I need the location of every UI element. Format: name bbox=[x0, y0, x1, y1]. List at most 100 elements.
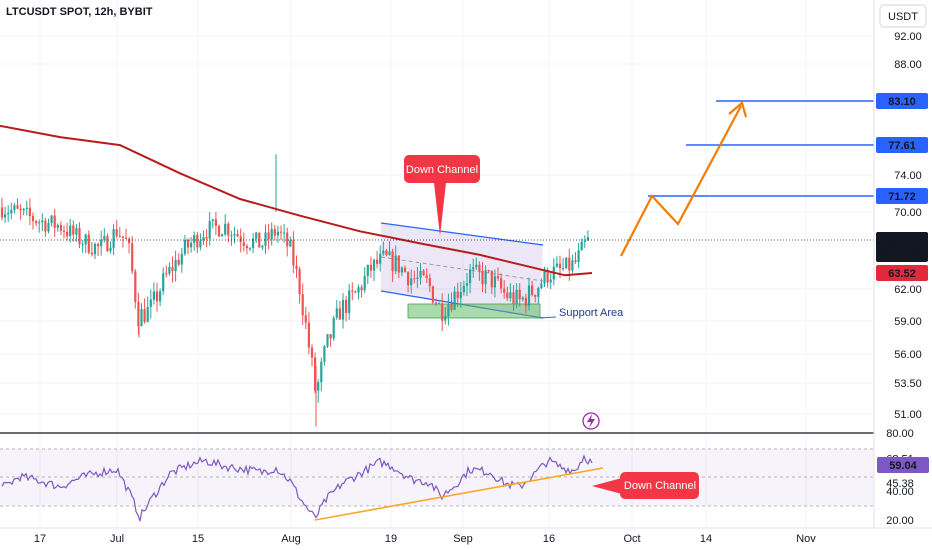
price-label-box bbox=[876, 188, 928, 204]
currency-button-label: USDT bbox=[888, 11, 918, 23]
candle bbox=[301, 283, 304, 325]
candle bbox=[512, 285, 515, 311]
rsi-callout-box bbox=[620, 472, 699, 499]
price-tick-label: 74.00 bbox=[894, 170, 922, 182]
candle bbox=[413, 270, 416, 284]
candle bbox=[97, 242, 100, 257]
candle bbox=[59, 221, 62, 236]
candle bbox=[196, 232, 199, 254]
candle bbox=[521, 295, 524, 302]
candle bbox=[106, 233, 109, 252]
candle bbox=[100, 230, 103, 256]
candle bbox=[236, 229, 239, 238]
candle bbox=[450, 292, 453, 313]
lightning-icon[interactable] bbox=[582, 412, 600, 430]
candle bbox=[434, 298, 438, 306]
candle bbox=[162, 267, 165, 296]
candle bbox=[0, 197, 4, 221]
candle bbox=[276, 226, 279, 243]
time-tick-label: 15 bbox=[192, 533, 204, 545]
candle bbox=[44, 217, 47, 237]
candle bbox=[35, 219, 38, 227]
candle bbox=[137, 292, 140, 335]
candle bbox=[586, 230, 589, 242]
candle bbox=[248, 247, 252, 251]
candle bbox=[577, 243, 580, 269]
rsi-down-channel-callout[interactable]: Down Channel bbox=[592, 472, 699, 499]
price-label-box bbox=[876, 137, 928, 153]
candle bbox=[338, 301, 341, 320]
candle bbox=[171, 256, 174, 283]
countdown-label: 02:51:26 bbox=[881, 249, 924, 261]
candle bbox=[283, 224, 286, 243]
price-tick-label: 92.00 bbox=[894, 31, 922, 43]
rsi-tick-label: 80.00 bbox=[886, 428, 914, 440]
candle bbox=[227, 221, 230, 243]
candle bbox=[214, 211, 217, 235]
price-label-box bbox=[876, 232, 928, 262]
rsi-current-label-text: 59.04 bbox=[889, 460, 917, 472]
candle bbox=[217, 224, 221, 238]
candle bbox=[537, 286, 540, 305]
candle bbox=[503, 280, 506, 299]
candle bbox=[320, 357, 323, 392]
channel-upper-line bbox=[380, 222, 544, 246]
candle bbox=[134, 269, 137, 309]
candle bbox=[118, 226, 121, 238]
candle bbox=[506, 286, 509, 302]
candle bbox=[531, 280, 534, 297]
candle bbox=[177, 253, 180, 267]
candle bbox=[314, 352, 317, 394]
candle bbox=[357, 284, 360, 300]
price-label-box bbox=[876, 265, 928, 281]
candle bbox=[376, 251, 379, 269]
channel-mid-line bbox=[380, 256, 544, 282]
candle bbox=[425, 268, 428, 284]
candle bbox=[481, 262, 484, 292]
candle bbox=[475, 257, 478, 271]
candle bbox=[81, 240, 84, 253]
candle bbox=[472, 258, 475, 278]
candle bbox=[242, 232, 245, 252]
candle bbox=[103, 228, 106, 243]
rsi-trendline bbox=[314, 467, 604, 521]
candle bbox=[465, 272, 469, 297]
candle bbox=[335, 300, 338, 320]
candle bbox=[202, 230, 205, 246]
candle bbox=[534, 294, 537, 303]
rsi-tick-label: 40.00 bbox=[886, 486, 914, 498]
time-tick-label: Jul bbox=[110, 533, 124, 545]
support-area-box[interactable] bbox=[407, 303, 541, 319]
candle bbox=[186, 238, 190, 255]
down-channel-callout[interactable]: Down Channel bbox=[404, 155, 480, 236]
candle bbox=[183, 234, 186, 256]
candle bbox=[25, 200, 28, 216]
price-label-text: 66.95 bbox=[888, 235, 916, 247]
candle bbox=[518, 283, 521, 307]
price-label-box bbox=[876, 93, 928, 109]
candle bbox=[190, 237, 193, 253]
candle bbox=[310, 344, 314, 367]
candle bbox=[279, 225, 283, 241]
support-area-connector bbox=[539, 316, 557, 319]
candle bbox=[326, 334, 329, 349]
candle bbox=[90, 242, 93, 257]
price-label-text: 77.61 bbox=[888, 140, 916, 152]
price-tick-label: 53.50 bbox=[894, 378, 922, 390]
candle bbox=[233, 227, 236, 244]
candle bbox=[258, 232, 261, 248]
currency-button[interactable]: USDT bbox=[879, 4, 927, 28]
candle bbox=[4, 206, 7, 223]
projection-arrowhead bbox=[728, 101, 748, 118]
candle bbox=[487, 269, 490, 274]
candle bbox=[345, 296, 348, 322]
candle bbox=[292, 231, 295, 274]
candle bbox=[397, 255, 400, 278]
candle bbox=[270, 222, 273, 246]
candle bbox=[152, 282, 155, 305]
candle bbox=[360, 284, 363, 298]
time-tick-label: 19 bbox=[385, 533, 397, 545]
down-channel-callout-pointer bbox=[434, 183, 446, 236]
